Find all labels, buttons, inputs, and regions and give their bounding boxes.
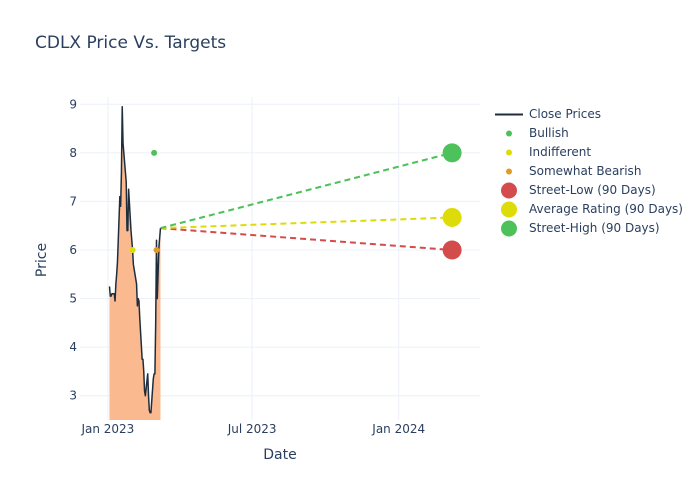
rating-point-bullish xyxy=(151,149,158,156)
legend-label: Average Rating (90 Days) xyxy=(529,202,683,216)
close-price-line xyxy=(108,105,162,414)
x-tick-label: Jul 2023 xyxy=(227,422,277,436)
legend-label: Somewhat Bearish xyxy=(529,164,642,178)
target-line-average-rating-90-days xyxy=(160,216,453,230)
x-axis-label-text: Date xyxy=(263,447,297,463)
legend-line-icon xyxy=(495,113,523,116)
legend-circle-icon xyxy=(501,201,517,218)
legend-label: Street-High (90 Days) xyxy=(529,221,660,235)
y-tick-label: 7 xyxy=(69,194,77,208)
y-tick-label: 3 xyxy=(69,389,77,403)
legend-dot-icon xyxy=(506,130,512,137)
legend-label: Indifferent xyxy=(529,145,592,159)
grid-lines xyxy=(80,97,480,420)
y-axis-ticks: 3 4 5 6 7 8 9 xyxy=(69,97,77,402)
legend-circle-icon xyxy=(501,182,517,199)
price-area-layer xyxy=(109,106,161,421)
legend-label: Close Prices xyxy=(529,107,602,121)
legend-label: Bullish xyxy=(529,126,569,140)
x-tick-label: Jan 2024 xyxy=(371,422,425,436)
legend-dot-icon xyxy=(506,149,512,156)
target-marker-average-rating-90-days xyxy=(442,207,462,227)
target-line-street-low-90-days xyxy=(160,227,453,251)
legend-label: Street-Low (90 Days) xyxy=(529,183,656,197)
legend-dot-icon xyxy=(506,168,512,175)
rating-point-somewhat-bearish xyxy=(153,247,160,253)
chart-title: CDLX Price Vs. Targets xyxy=(35,33,227,53)
y-tick-label: 6 xyxy=(69,243,77,257)
legend-circle-icon xyxy=(501,220,517,237)
x-axis-ticks: Jan 2023 Jul 2023 Jan 2024 xyxy=(80,422,425,436)
target-marker-street-low-90-days xyxy=(442,240,462,260)
rating-point-indifferent xyxy=(129,247,136,253)
x-tick-label: Jan 2023 xyxy=(80,422,134,436)
price-line-layer xyxy=(108,105,162,414)
target-marker-street-high-90-days xyxy=(442,143,462,163)
price-area-fill xyxy=(109,106,161,421)
y-tick-label: 8 xyxy=(69,146,77,160)
y-tick-label: 9 xyxy=(69,97,77,111)
target-line-street-high-90-days xyxy=(160,151,453,230)
target-lines-layer xyxy=(160,151,453,251)
markers-layer xyxy=(129,143,462,260)
y-tick-label: 5 xyxy=(69,292,77,306)
y-axis-label-text: Price xyxy=(34,242,50,278)
y-tick-label: 4 xyxy=(69,340,77,354)
